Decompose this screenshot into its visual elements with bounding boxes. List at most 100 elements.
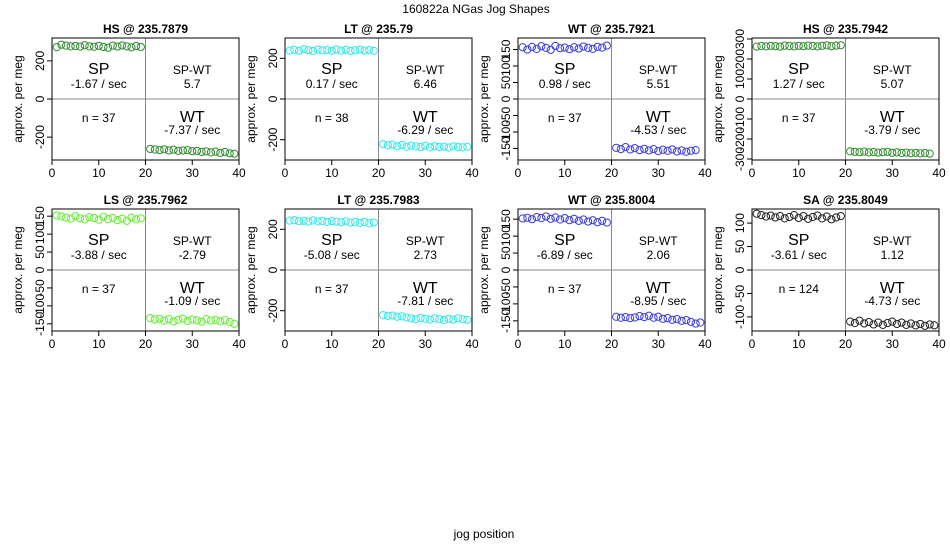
x-tick-label: 20 xyxy=(605,166,619,180)
data-point xyxy=(888,317,897,326)
data-point xyxy=(89,213,99,223)
data-point xyxy=(832,41,841,50)
data-point xyxy=(71,212,80,221)
data-point xyxy=(855,148,864,157)
x-tick-label: 20 xyxy=(605,337,619,351)
wt-rate: -1.09 / sec xyxy=(164,294,220,308)
data-point xyxy=(677,146,686,155)
x-tick-label: 40 xyxy=(232,337,246,351)
n-count: n = 124 xyxy=(779,282,820,296)
data-point xyxy=(183,145,192,155)
wt-label: WT xyxy=(880,280,905,297)
data-point xyxy=(220,316,230,325)
data-point xyxy=(169,145,178,154)
data-point xyxy=(911,148,920,157)
panel-1: HS @ 235.7879 0 10 20 30 40 -200 0 200 approx. pe… xyxy=(11,22,246,180)
data-point xyxy=(771,42,780,51)
data-point xyxy=(430,142,439,151)
data-point xyxy=(360,46,369,55)
n-count: n = 37 xyxy=(548,282,582,296)
data-point xyxy=(85,213,94,222)
data-point xyxy=(206,148,216,157)
data-point xyxy=(649,313,658,322)
data-point xyxy=(290,216,299,225)
x-tick-label: 10 xyxy=(792,166,806,180)
data-point xyxy=(832,213,841,222)
panel-title: LT @ 235.79 xyxy=(344,22,413,36)
data-point xyxy=(216,317,225,326)
data-point xyxy=(94,215,103,224)
y-axis-label: approx. per meg xyxy=(711,55,725,142)
x-tick-label: 10 xyxy=(92,337,106,351)
data-point xyxy=(555,44,565,53)
data-point xyxy=(211,147,220,156)
data-point xyxy=(640,144,649,153)
y-tick-label: 50 xyxy=(499,246,513,260)
data-point xyxy=(518,43,527,52)
data-point xyxy=(804,41,813,50)
data-point xyxy=(668,145,677,154)
data-point xyxy=(71,41,80,51)
data-point xyxy=(52,43,61,52)
data-point xyxy=(108,41,117,50)
x-tick-label: 0 xyxy=(515,166,522,180)
panel-title: LS @ 235.7962 xyxy=(104,193,188,207)
data-point xyxy=(663,146,672,155)
data-point xyxy=(574,44,583,53)
x-tick-label: 30 xyxy=(419,166,433,180)
data-point xyxy=(365,45,374,55)
data-point xyxy=(188,315,197,324)
data-point xyxy=(822,212,831,221)
y-tick-label: 0 xyxy=(733,95,747,102)
data-point xyxy=(225,317,234,327)
spwt-value: 5.7 xyxy=(184,77,201,91)
data-point xyxy=(127,43,136,52)
data-point xyxy=(682,147,691,156)
x-tick-label: 40 xyxy=(232,166,246,180)
n-count: n = 37 xyxy=(82,282,116,296)
data-point xyxy=(560,43,569,52)
x-tick-label: 30 xyxy=(652,166,666,180)
data-point xyxy=(337,46,346,55)
data-point xyxy=(379,140,388,149)
data-point xyxy=(654,312,663,321)
data-point xyxy=(439,315,449,325)
data-point xyxy=(304,217,313,226)
data-point xyxy=(327,46,336,55)
wt-label: WT xyxy=(646,280,671,297)
data-point xyxy=(299,45,308,54)
wt-rate: -4.73 / sec xyxy=(864,294,920,308)
y-tick-label: 200 xyxy=(266,48,280,68)
data-point xyxy=(160,316,169,325)
data-point xyxy=(402,142,411,151)
data-point xyxy=(202,315,211,324)
data-point xyxy=(630,313,639,322)
data-point xyxy=(616,313,625,322)
data-point xyxy=(598,216,607,225)
data-point xyxy=(290,45,299,54)
y-tick-label: 0 xyxy=(266,95,280,102)
panel-title: WT @ 235.8004 xyxy=(568,193,655,207)
wt-label: WT xyxy=(180,109,205,126)
x-tick-label: 20 xyxy=(839,337,853,351)
panel-4: HS @ 235.7942 0 10 20 30 40 -300-200-100 0 10020… xyxy=(711,22,946,180)
data-point xyxy=(99,212,108,221)
data-point xyxy=(397,140,406,150)
x-tick-label: 40 xyxy=(698,337,712,351)
data-point xyxy=(588,44,597,53)
panel-title: SA @ 235.8049 xyxy=(803,193,888,207)
figure-title: 160822a NGas Jog Shapes xyxy=(402,2,549,16)
data-point xyxy=(855,316,864,325)
data-point xyxy=(789,42,799,51)
data-point xyxy=(920,148,930,158)
y-tick-label: 0 xyxy=(499,266,513,273)
data-point xyxy=(616,145,625,154)
data-point xyxy=(869,320,878,329)
data-point xyxy=(682,316,691,325)
data-point xyxy=(355,45,364,54)
x-tick-label: 40 xyxy=(465,337,479,351)
data-point xyxy=(104,214,113,224)
data-point xyxy=(775,42,785,51)
data-point xyxy=(308,216,318,225)
data-point xyxy=(155,145,164,155)
